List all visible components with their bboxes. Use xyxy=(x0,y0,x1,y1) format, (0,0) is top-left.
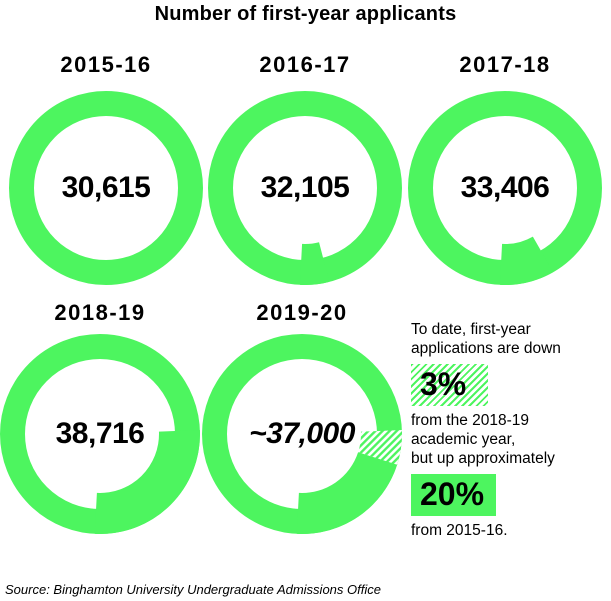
hatched-decline-wedge xyxy=(358,430,402,465)
growth-wedge xyxy=(94,430,200,534)
growth-wedge xyxy=(296,452,398,534)
annotation-block: To date, first-year applications are dow… xyxy=(411,320,611,540)
donut-ring: ~37,000 xyxy=(202,334,402,534)
applicant-count: ~37,000 xyxy=(249,417,355,450)
donut-svg xyxy=(408,91,602,285)
donut-svg xyxy=(208,91,402,285)
annotation-line: but up approximately xyxy=(411,450,555,467)
donut-ring: 30,615 xyxy=(9,91,203,285)
annotation-line: from the 2018-19 xyxy=(411,412,530,429)
up-percent-badge: 20% xyxy=(411,474,497,516)
donut-svg xyxy=(0,334,200,534)
applicant-count: 33,406 xyxy=(460,171,550,204)
donut-2019-20: 2019-20 ~37,000 xyxy=(202,300,402,534)
donut-2018-19: 2018-19 38,716 xyxy=(0,300,200,534)
year-label: 2018-19 xyxy=(54,300,146,325)
donut-ring: 32,105 xyxy=(208,91,402,285)
year-label: 2016-17 xyxy=(259,52,351,77)
donut-2016-17: 2016-17 32,105 xyxy=(205,52,405,285)
annotation-line: academic year, xyxy=(411,431,516,448)
chart-title: Number of first-year applicants xyxy=(154,3,457,25)
annotation-line: from 2015-16. xyxy=(411,522,508,539)
source-credit: Source: Binghamton University Undergradu… xyxy=(5,582,381,597)
donut-ring: 33,406 xyxy=(408,91,602,285)
applicant-count: 30,615 xyxy=(61,171,151,204)
year-label: 2017-18 xyxy=(459,52,551,77)
down-percent-badge: 3% xyxy=(411,364,489,406)
growth-wedge xyxy=(299,242,330,285)
donut-2015-16: 2015-16 30,615 xyxy=(6,52,206,285)
annotation-line: To date, first-year xyxy=(411,321,531,338)
donut-svg xyxy=(9,91,203,285)
ring-circle xyxy=(9,91,203,285)
up-percent-wrap: 20% xyxy=(411,474,611,516)
down-percent-wrap: 3% xyxy=(411,364,611,406)
annotation-line: applications are down xyxy=(411,340,561,357)
donut-2017-18: 2017-18 33,406 xyxy=(405,52,605,285)
year-label: 2015-16 xyxy=(60,52,152,77)
growth-wedge xyxy=(499,236,554,285)
applicant-count: 32,105 xyxy=(260,171,350,204)
applicant-count: 38,716 xyxy=(55,417,145,450)
donut-svg xyxy=(202,334,402,534)
year-label: 2019-20 xyxy=(256,300,348,325)
donut-ring: 38,716 xyxy=(0,334,200,534)
